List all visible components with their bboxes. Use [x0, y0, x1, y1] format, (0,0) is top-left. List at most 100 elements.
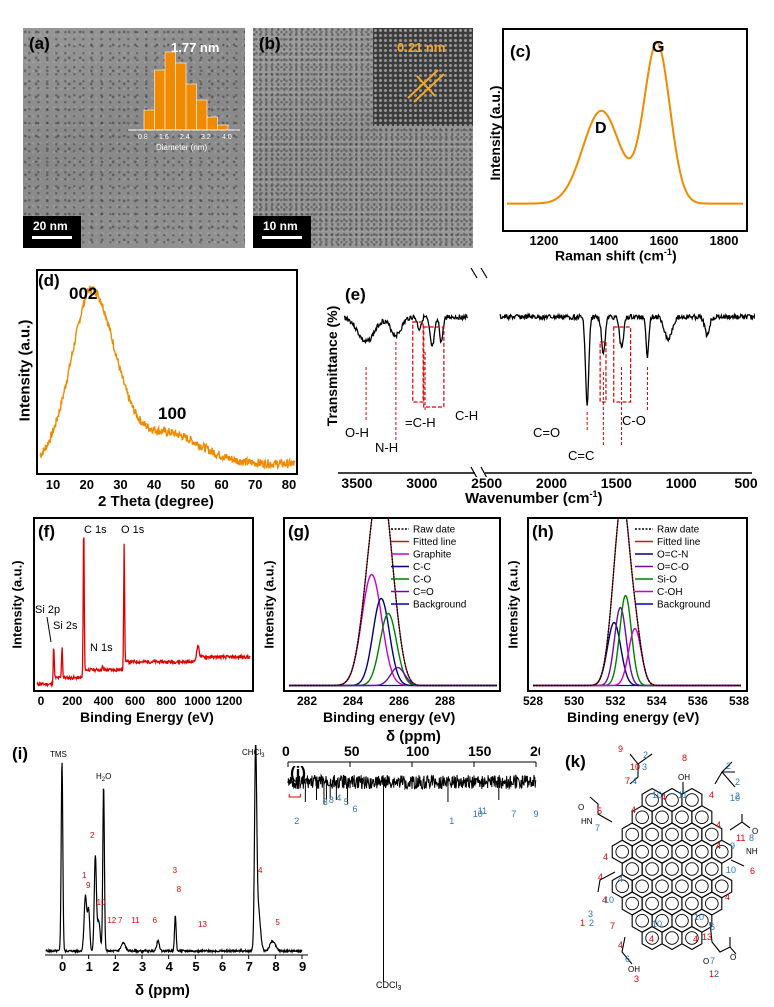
hist-bar [185, 83, 197, 131]
tick-label: 528 [522, 694, 544, 708]
aromatic-circle [645, 931, 659, 945]
c1s-frame [283, 517, 501, 692]
tick-label: 1200 [215, 694, 243, 708]
aromatic-circle [615, 844, 629, 859]
tick-label: 3500 [341, 475, 373, 491]
tick-label: 400 [93, 694, 114, 708]
aromatic-circle [685, 896, 699, 911]
hrtem-inset: 0.21 nm [373, 28, 473, 126]
atom-number-blue: 8 [749, 833, 754, 843]
c-assignment: 11 [478, 806, 487, 816]
survey-xlabel: Binding Energy (eV) [80, 709, 214, 725]
o1s-ylabel: Intensity (a.u.) [505, 560, 521, 649]
raman-ticks: 1200 1400 1600 1800 [502, 233, 748, 249]
legend-label: Fitted line [657, 537, 701, 548]
c-assignment: 5 [344, 797, 349, 807]
tick-label: 288 [434, 694, 456, 708]
hexagon-ring [661, 925, 683, 951]
tick-label: 2000 [535, 475, 568, 491]
tick-label: 0 [59, 959, 66, 974]
atom-number-red: 9 [618, 744, 623, 754]
hist-bar [175, 62, 187, 131]
xps-survey-spectrum [36, 537, 251, 689]
atom-number-blue: 2 [714, 969, 719, 979]
h-assignment: 10 [97, 898, 106, 907]
atom-number-red: 13 [702, 932, 712, 942]
hist-tick: 4.0 [222, 134, 232, 141]
atom-number-blue: 2 [735, 791, 740, 801]
tick-label: 600 [124, 694, 146, 708]
atom-number-blue: 10 [726, 865, 736, 875]
atom-number-blue: 10 [694, 912, 704, 922]
aromatic-circle [655, 844, 669, 859]
ftir-ann-ch: C-H [455, 408, 478, 423]
tick-label: 100 [406, 743, 430, 759]
h-assignment: 9 [86, 881, 91, 890]
atom-number-red: 4 [661, 792, 666, 802]
atom-number-red: 4 [598, 872, 603, 882]
aromatic-circle [625, 896, 639, 911]
c-assignment: 10 [473, 809, 483, 819]
tick-label: 2 [112, 959, 119, 974]
c1s-ticks: 282 284 286 288 [283, 694, 501, 708]
c-assignment: 3 [323, 797, 328, 807]
structure-substituents [589, 753, 751, 965]
tick-label: 1400 [589, 233, 619, 248]
xps-survey-chart: C 1s O 1s Si 2p Si 2s N 1s [35, 524, 251, 689]
xrd-xlabel: 2 Theta (degree) [98, 493, 214, 510]
ftir-ann-cc: C=C [568, 448, 594, 463]
ftir-ann-co-carbonyl: C=O [533, 425, 560, 440]
svg-text:NH: NH [746, 847, 758, 856]
tick-label: 70 [248, 477, 263, 492]
hist-bar [196, 99, 208, 131]
tick-label: 30 [113, 477, 128, 492]
aromatic-circle [675, 879, 689, 894]
h-assignment: 11 [131, 916, 140, 925]
tick-label: 5 [192, 959, 199, 974]
panel-label-b: (b) [259, 34, 281, 53]
atom-number-blue: 2 [643, 750, 648, 760]
size-label: 1.77 nm [171, 40, 220, 55]
raw-data [533, 517, 741, 687]
c-nmr-spectrum [287, 773, 537, 982]
chcl3-label: CHCl3 [242, 748, 265, 759]
h-nmr-xlabel: δ (ppm) [135, 982, 190, 999]
hist-xlabel: Diameter (nm) [156, 143, 207, 152]
j-ppm-title: δ (ppm) [386, 728, 441, 745]
hist-bar [143, 109, 155, 131]
atom-number-blue: 10 [652, 790, 662, 800]
aromatic-circle [695, 810, 709, 825]
atom-number-red: 4 [631, 805, 636, 815]
scale-bar-b: 10 nm [253, 216, 311, 248]
hist-tick: 0.8 [138, 134, 148, 141]
aromatic-circle [665, 931, 679, 945]
peak-si2p: Si 2p [35, 604, 60, 616]
atom-number-red: 4 [716, 841, 721, 851]
atom-number-red: 11 [736, 833, 745, 843]
ftir-ann-co: C-O [622, 413, 646, 428]
ftir-region [599, 341, 607, 403]
legend-label: Raw date [657, 525, 700, 536]
svg-text:OH: OH [678, 773, 690, 782]
size-histogram: 0.8 1.6 2.4 3.2 4.0 Diameter (nm) [128, 51, 240, 152]
o1s-ticks: 528 530 532 534 536 538 [523, 694, 749, 708]
aromatic-circle [715, 844, 729, 859]
legend-label: Raw date [413, 525, 456, 536]
legend-label: C=O [413, 587, 434, 598]
h-assignment: 7 [118, 916, 123, 925]
tick-label: 9 [299, 959, 306, 974]
tick-label: 7 [246, 959, 253, 974]
c1s-ylabel: Intensity (a.u.) [261, 560, 277, 649]
atom-number-blue: 10 [730, 793, 740, 803]
atom-number-blue: 11 [678, 790, 687, 800]
panel-label-k: (k) [565, 752, 586, 771]
tick-label: 80 [281, 477, 297, 492]
aromatic-circle [695, 844, 709, 859]
aromatic-circle [635, 913, 649, 928]
raw-data [289, 517, 497, 687]
c-assignment: 6 [352, 804, 357, 814]
peak-g-label: G [652, 39, 664, 56]
